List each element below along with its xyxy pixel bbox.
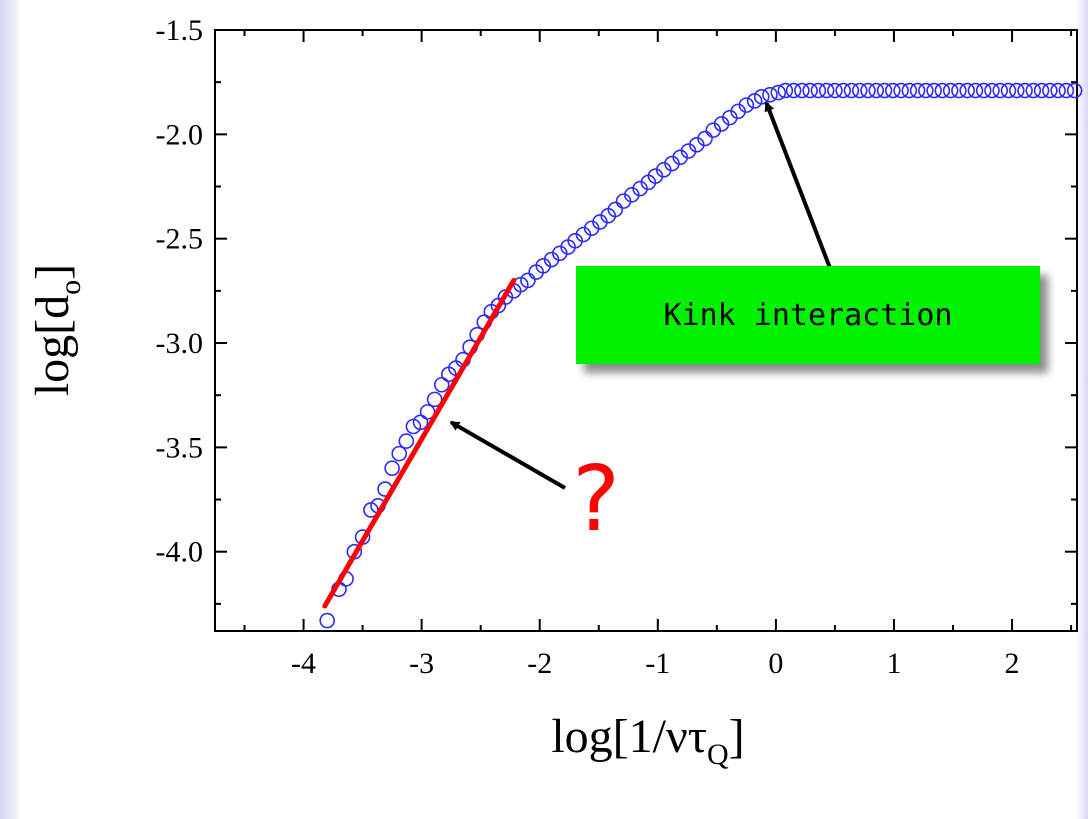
data-point	[818, 82, 835, 99]
data-point	[926, 82, 942, 99]
x-axis-title: log[1/ντQ]	[551, 710, 744, 771]
data-point	[412, 414, 429, 431]
x-tick-label: -1	[645, 647, 670, 680]
data-point	[426, 391, 443, 408]
data-point	[802, 82, 818, 99]
data-point	[975, 82, 992, 99]
data-point	[810, 82, 827, 99]
data-point	[1017, 82, 1033, 99]
y-tick-label: -3.0	[156, 327, 204, 360]
kink-interaction-label: Kink interaction	[576, 266, 1040, 364]
data-point	[934, 82, 951, 99]
y-tick-label: -4.0	[156, 536, 204, 569]
data-point	[794, 82, 810, 99]
y-axis-title: log[do]	[26, 264, 87, 396]
data-point	[777, 82, 794, 99]
data-point	[876, 82, 893, 99]
data-point	[868, 82, 885, 99]
data-point	[753, 88, 770, 105]
x-tick-label: -3	[409, 647, 434, 680]
y-tick-label: -1.5	[156, 14, 204, 47]
data-point	[398, 433, 415, 449]
data-point	[770, 84, 787, 101]
plot-frame	[214, 29, 1078, 632]
y-tick-label: -2.5	[156, 223, 204, 256]
data-point	[1000, 82, 1017, 99]
data-point	[967, 82, 984, 99]
data-point	[607, 201, 624, 218]
x-tick-label: 1	[886, 647, 901, 680]
data-point	[843, 82, 860, 99]
question-mark-label: ?	[568, 447, 623, 552]
x-tick-label: -2	[527, 647, 552, 680]
data-point	[909, 82, 926, 99]
data-point	[884, 82, 901, 99]
x-tick-label: 2	[1005, 647, 1020, 680]
data-point	[959, 82, 975, 99]
data-point	[384, 460, 400, 477]
data-point	[1025, 82, 1042, 99]
data-point	[1033, 82, 1050, 99]
kink-arrow	[764, 101, 832, 269]
y-tick-label: -2.0	[156, 118, 204, 151]
data-point	[391, 445, 408, 462]
data-point	[433, 376, 450, 393]
data-point	[901, 82, 918, 99]
fit-line	[322, 277, 517, 609]
data-point	[1058, 82, 1075, 99]
data-point	[893, 82, 909, 99]
data-point	[738, 97, 755, 113]
data-point	[520, 272, 536, 289]
y-tick-label: -3.5	[156, 431, 204, 464]
data-point	[319, 612, 335, 629]
question-arrow	[449, 420, 566, 490]
data-point	[992, 82, 1009, 99]
data-point	[1042, 82, 1058, 99]
data-point	[918, 82, 934, 99]
y-tick-labels: -1.5 -2.0 -2.5 -3.0 -3.5 -4.0	[156, 14, 204, 569]
data-point	[1050, 82, 1066, 99]
data-point	[835, 82, 851, 99]
data-point	[419, 404, 436, 420]
data-point	[1008, 82, 1025, 99]
data-point	[785, 82, 802, 99]
data-point	[851, 82, 868, 99]
data-point	[942, 82, 959, 99]
data-point	[951, 82, 967, 99]
data-series	[319, 82, 1083, 629]
data-point	[697, 130, 713, 147]
data-point	[984, 82, 1000, 99]
x-tick-label: 0	[768, 647, 783, 680]
x-tick-labels: -4 -3 -2 -1 0 1 2	[291, 647, 1019, 680]
data-point	[827, 82, 843, 99]
data-point	[860, 82, 876, 99]
axis-ticks	[215, 29, 1077, 631]
data-point	[1066, 82, 1083, 99]
x-tick-label: -4	[291, 647, 316, 680]
